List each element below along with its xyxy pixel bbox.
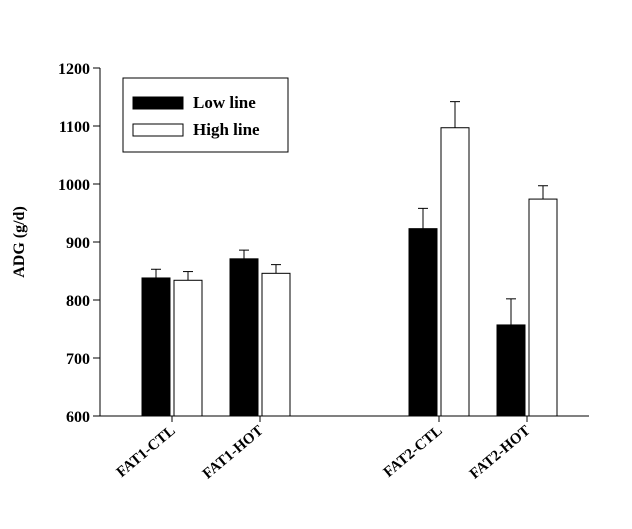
error-bars	[151, 101, 548, 325]
bar-low-line	[408, 228, 438, 417]
y-tick-label: 1200	[58, 61, 90, 78]
x-tick-label: FAT1-HOT	[200, 423, 267, 483]
legend-swatch-low-line	[132, 96, 184, 110]
bar-low-line	[141, 277, 171, 417]
bars	[141, 127, 558, 417]
y-tick-label: 1000	[58, 177, 90, 194]
legend: Low line High line	[122, 77, 289, 153]
bar-high-line	[173, 279, 203, 417]
y-tick-label: 700	[66, 351, 90, 368]
y-tick-label: 600	[66, 409, 90, 426]
bar-high-line	[261, 272, 291, 417]
x-tick-label: FAT2-CTL	[381, 423, 446, 481]
bar-low-line	[496, 324, 526, 417]
y-axis-label: ADG (g/d)	[11, 206, 28, 278]
legend-label-high-line: High line	[193, 120, 260, 139]
bar-high-line	[528, 198, 558, 417]
y-tick-label: 900	[66, 235, 90, 252]
bar-low-line	[229, 258, 259, 417]
x-tick-label: FAT1-CTL	[114, 423, 179, 481]
legend-frame	[122, 77, 289, 153]
legend-swatch-high-line	[132, 123, 184, 137]
y-tick-label: 800	[66, 293, 90, 310]
legend-label-low-line: Low line	[193, 93, 256, 112]
y-tick-label: 1100	[59, 119, 90, 136]
x-tick-label: FAT2-HOT	[467, 423, 534, 483]
bar-high-line	[440, 127, 470, 417]
